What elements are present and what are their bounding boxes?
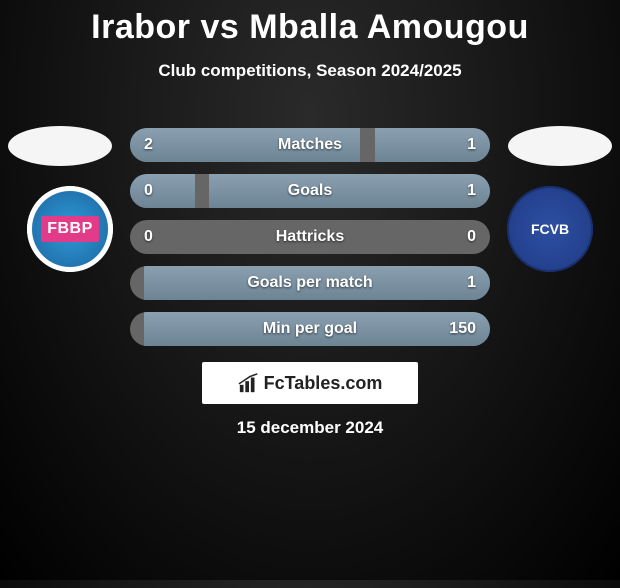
club-logo-right: FCVB: [507, 186, 593, 272]
page-title: Irabor vs Mballa Amougou: [0, 8, 620, 47]
subtitle: Club competitions, Season 2024/2025: [0, 61, 620, 81]
stat-label: Goals per match: [130, 266, 490, 300]
stat-label: Matches: [130, 128, 490, 162]
club-logo-left: FBBP: [27, 186, 113, 272]
stat-label: Min per goal: [130, 312, 490, 346]
club-logo-right-label: FCVB: [531, 221, 569, 237]
player-photo-left: [8, 126, 112, 166]
bar-chart-icon: [238, 372, 260, 394]
stat-row: 21Matches: [130, 128, 490, 162]
player-photo-right: [508, 126, 612, 166]
stat-row: 01Goals: [130, 174, 490, 208]
branding-badge: FcTables.com: [202, 362, 418, 404]
stat-row: 1Goals per match: [130, 266, 490, 300]
stat-label: Goals: [130, 174, 490, 208]
stats-container: 21Matches 01Goals 00Hattricks 1Goals per ma…: [130, 128, 490, 358]
stat-row: 150Min per goal: [130, 312, 490, 346]
stat-label: Hattricks: [130, 220, 490, 254]
infographic-date: 15 december 2024: [0, 418, 620, 438]
stat-row: 00Hattricks: [130, 220, 490, 254]
club-logo-left-label: FBBP: [41, 216, 99, 242]
branding-text: FcTables.com: [264, 373, 383, 394]
